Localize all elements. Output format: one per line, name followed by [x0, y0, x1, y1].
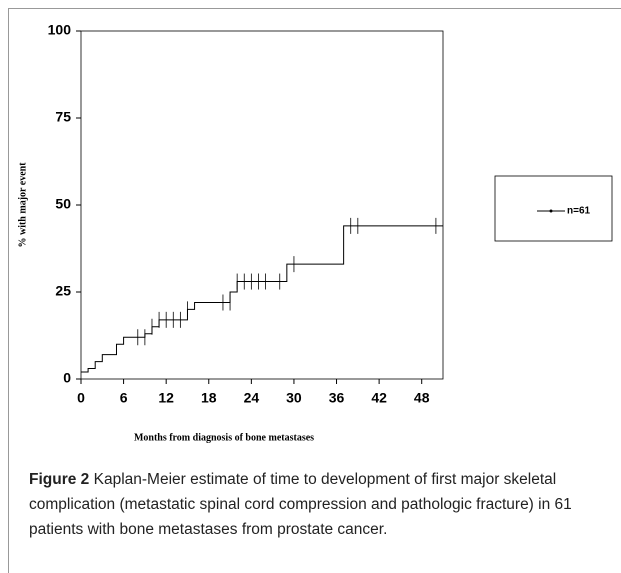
y-tick-label: 75 [55, 109, 71, 125]
x-tick-label: 6 [120, 390, 128, 406]
legend-marker [549, 209, 553, 213]
caption: Figure 2 Kaplan-Meier estimate of time t… [29, 467, 619, 542]
caption-text: Kaplan-Meier estimate of time to develop… [29, 471, 572, 538]
y-tick-label: 100 [48, 22, 72, 38]
x-tick-label: 12 [158, 390, 174, 406]
x-tick-label: 24 [244, 390, 260, 406]
caption-label: Figure 2 [29, 471, 90, 488]
legend-box [494, 175, 613, 242]
x-axis-title: Months from diagnosis of bone metastases [134, 432, 314, 443]
x-tick-label: 36 [329, 390, 345, 406]
y-axis-title: % with major event [17, 162, 28, 248]
x-tick-label: 48 [414, 390, 430, 406]
x-tick-label: 30 [286, 390, 302, 406]
x-tick-label: 18 [201, 390, 217, 406]
plot-frame [80, 30, 444, 380]
km-curve [81, 225, 443, 373]
x-tick-label: 0 [77, 390, 85, 406]
y-tick-label: 0 [63, 370, 71, 386]
figure: Months from diagnosis of bone metastases… [8, 8, 621, 573]
chart: Months from diagnosis of bone metastases… [17, 22, 613, 443]
legend-label: n=61 [567, 206, 591, 217]
y-tick-label: 25 [55, 283, 71, 299]
y-tick-label: 50 [55, 196, 71, 212]
x-tick-label: 42 [371, 390, 387, 406]
